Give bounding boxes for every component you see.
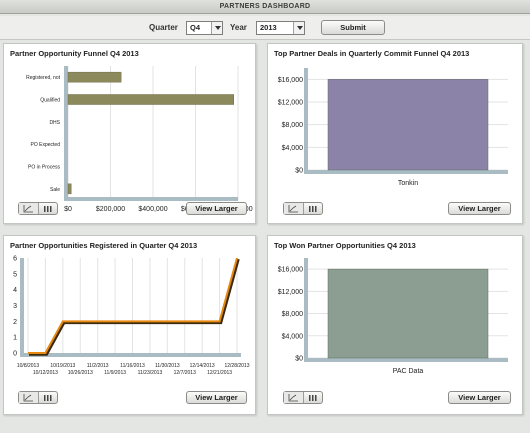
x-tick-label: 12/14/2013 — [190, 363, 215, 369]
y-tick-label: $4,000 — [282, 145, 304, 152]
top-won-panel: Top Won Partner Opportunities Q4 2013 $0… — [267, 235, 523, 415]
funnel-chart: $0$200,000$400,000$600,000$800,000Regist… — [26, 66, 253, 213]
x-tick-label: 11/9/2013 — [104, 370, 126, 376]
x-tick-label: 11/30/2013 — [155, 363, 180, 369]
y-tick-label: $12,000 — [278, 100, 303, 107]
y-category-label: Registered, not — [26, 75, 61, 81]
bar-chart-icon[interactable] — [304, 203, 323, 214]
y-tick-label: $0 — [295, 356, 303, 363]
x-category-label: PAC Data — [393, 368, 424, 375]
x-tick-label: $200,000 — [96, 206, 125, 213]
series-line — [28, 257, 238, 354]
series-line-shadow — [29, 258, 240, 356]
funnel-bar — [67, 94, 234, 105]
x-tick-label: 11/2/2013 — [87, 363, 109, 369]
panel-title: Top Won Partner Opportunities Q4 2013 — [274, 241, 416, 250]
y-category-label: PO in Process — [28, 165, 60, 171]
y-tick-label: 2 — [13, 319, 17, 326]
funnel-panel: Partner Opportunity Funnel Q4 2013 $0 $20… — [3, 43, 256, 224]
line-chart-icon[interactable] — [284, 203, 304, 214]
quarter-select[interactable]: Q4 — [186, 21, 223, 35]
funnel-bar — [67, 183, 72, 195]
panel-title: Partner Opportunity Funnel Q4 2013 — [10, 49, 139, 58]
y-tick-label: $16,000 — [278, 77, 303, 84]
x-tick-label: 12/28/2013 — [224, 363, 249, 369]
y-tick-label: $16,000 — [278, 267, 303, 274]
filter-bar: Quarter Q4 Year 2013 Submit — [0, 16, 530, 40]
year-label: Year — [230, 23, 247, 32]
y-tick-label: $4,000 — [282, 333, 304, 340]
registered-panel: Partner Opportunities Registered in Quar… — [3, 235, 256, 415]
registered-chart: 10/8/201310/12/201310/19/201310/26/20131… — [13, 256, 250, 377]
line-chart-icon[interactable] — [284, 392, 304, 403]
year-value: 2013 — [260, 23, 277, 32]
x-tick-label: 10/26/2013 — [68, 370, 93, 376]
y-tick-label: 4 — [13, 287, 17, 294]
quarter-label: Quarter — [149, 23, 178, 32]
chevron-down-icon — [293, 22, 304, 34]
x-tick-label: 10/8/2013 — [17, 363, 39, 369]
funnel-bar — [67, 71, 122, 83]
bar — [327, 268, 489, 359]
x-axis — [304, 358, 508, 362]
panel-title: Top Partner Deals in Quarterly Commit Fu… — [274, 49, 470, 58]
x-tick-label: $0 — [64, 206, 72, 213]
x-tick-label: 11/16/2013 — [120, 363, 145, 369]
bar-chart-icon[interactable] — [304, 392, 323, 403]
top-deals-panel: Top Partner Deals in Quarterly Commit Fu… — [267, 43, 523, 224]
submit-button[interactable]: Submit — [321, 20, 385, 35]
x-category-label: Tonkin — [398, 180, 418, 187]
x-tick-label: 12/7/2013 — [174, 370, 196, 376]
x-axis — [20, 353, 241, 357]
x-tick-label: $400,000 — [138, 206, 167, 213]
chevron-down-icon — [211, 22, 222, 34]
y-tick-label: 0 — [13, 351, 17, 358]
x-tick-label: 12/21/2013 — [207, 370, 232, 376]
y-tick-label: $8,000 — [282, 122, 304, 129]
line-chart-icon[interactable] — [19, 392, 39, 403]
bar-chart-icon[interactable] — [39, 392, 58, 403]
y-tick-label: 3 — [13, 303, 17, 310]
y-category-label: Qualified — [40, 98, 60, 104]
chart-view-toggle[interactable] — [18, 391, 58, 404]
quarter-value: Q4 — [190, 23, 201, 32]
y-axis — [304, 258, 308, 359]
chart-view-toggle[interactable] — [283, 202, 323, 215]
chart-view-toggle[interactable] — [283, 391, 323, 404]
y-axis — [64, 66, 68, 200]
view-larger-button[interactable]: View Larger — [186, 202, 247, 215]
x-tick-label: 10/19/2013 — [50, 363, 75, 369]
view-larger-button[interactable]: View Larger — [186, 391, 247, 404]
y-tick-label: $8,000 — [282, 311, 304, 318]
top-deals-chart: $0 $4,000 $8,000 $12,000 $16,000 Tonkin — [278, 68, 508, 187]
y-tick-label: 5 — [13, 271, 17, 278]
line-chart-icon[interactable] — [19, 203, 39, 214]
y-axis — [304, 68, 308, 171]
view-larger-button[interactable]: View Larger — [448, 391, 511, 404]
x-tick-label: 11/23/2013 — [138, 370, 163, 376]
bar — [327, 79, 489, 171]
y-tick-label: 1 — [13, 335, 17, 342]
y-axis — [20, 258, 24, 354]
top-won-chart: $0 $4,000 $8,000 $12,000 $16,000 PAC Data — [278, 258, 508, 375]
x-axis — [64, 197, 238, 201]
chart-view-toggle[interactable] — [18, 202, 58, 215]
bar-chart-icon[interactable] — [39, 203, 58, 214]
panel-title: Partner Opportunities Registered in Quar… — [10, 241, 198, 250]
app-title: PARTNERS DASHBOARD — [0, 0, 530, 14]
y-tick-label: $0 — [295, 168, 303, 175]
y-tick-label: $12,000 — [278, 289, 303, 296]
y-tick-label: 6 — [13, 256, 17, 263]
x-tick-label: 10/12/2013 — [33, 370, 58, 376]
y-category-label: PO Expected — [31, 142, 61, 148]
y-category-label: DHS — [49, 120, 60, 126]
year-select[interactable]: 2013 — [256, 21, 305, 35]
x-axis — [304, 170, 508, 174]
view-larger-button[interactable]: View Larger — [448, 202, 511, 215]
y-category-label: Sale — [50, 187, 60, 193]
